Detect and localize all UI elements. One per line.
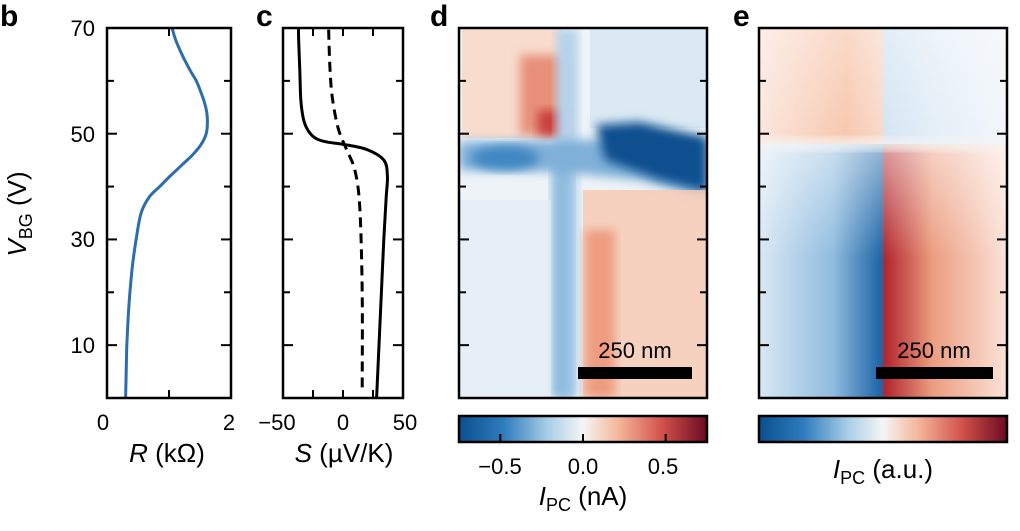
y-tick-labels: 70 50 30 10	[71, 16, 95, 358]
colorbar-e	[757, 414, 1009, 444]
panel-label-b: b	[0, 0, 18, 33]
ytick-50: 50	[71, 122, 95, 147]
xtick-c-50: 50	[393, 410, 417, 435]
xtick-b-0: 0	[97, 410, 109, 435]
ylabel-vbg: VBG (V)	[2, 171, 36, 256]
panel-e: 250 nm IPC (a.u.)	[757, 26, 1009, 488]
panel-d: 250 nm −0.5 0.0 0.5 IPC (nA)	[457, 26, 709, 515]
panel-label-e: e	[733, 0, 750, 33]
panel-b-frame	[105, 26, 233, 400]
resistance-curve	[124, 27, 209, 399]
scalebar-d	[578, 367, 692, 379]
xtick-c-m50: −50	[258, 410, 295, 435]
ytick-10: 10	[71, 333, 95, 358]
colorbar-d-ticks	[499, 434, 667, 442]
scalebar-e-label: 250 nm	[897, 338, 970, 363]
ytick-70: 70	[71, 16, 95, 41]
cbar-label-e: IPC (a.u.)	[833, 454, 933, 488]
panel-c: −50 0 50 S (µV/K)	[258, 26, 417, 468]
seebeck-dashed-curve	[327, 27, 364, 388]
panel-d-frame	[457, 26, 709, 400]
cbar-label-d: IPC (nA)	[539, 481, 628, 515]
xlabel-s: S (µV/K)	[295, 438, 394, 468]
panel-b: 0 2 R (kΩ)	[97, 26, 235, 468]
xlabel-r: R (kΩ)	[129, 438, 205, 468]
cbar-tick-05: 0.5	[648, 454, 679, 479]
ytick-30: 30	[71, 227, 95, 252]
scalebar-d-label: 250 nm	[598, 338, 671, 363]
panel-label-d: d	[430, 0, 448, 33]
cbar-tick-0: 0.0	[568, 454, 599, 479]
xtick-c-0: 0	[337, 410, 349, 435]
cbar-tick-neg05: −0.5	[478, 454, 521, 479]
heatmap-e: 250 nm	[759, 28, 1007, 398]
scalebar-e	[876, 367, 993, 379]
panel-e-frame	[757, 26, 1009, 400]
seebeck-solid-curve	[297, 27, 389, 399]
xtick-b-2: 2	[223, 410, 235, 435]
panel-c-frame	[281, 26, 405, 400]
panel-d-ticks	[459, 79, 707, 347]
heatmap-d: 250 nm	[459, 28, 707, 398]
panel-label-c: c	[256, 0, 273, 33]
